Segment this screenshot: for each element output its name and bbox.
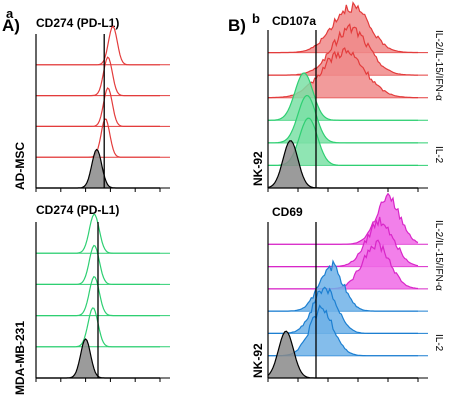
- chart-ylabel: AD-MSC: [13, 142, 27, 190]
- histogram-line: [268, 259, 418, 312]
- histogram-track: [268, 47, 428, 99]
- group-label-bottom: IL-2: [433, 334, 444, 352]
- chart-ad-msc: CD274 (PD-L1) AD-MSC: [13, 16, 170, 192]
- histogram-line: [268, 286, 418, 334]
- histogram-line: [36, 56, 160, 97]
- histogram-track: [36, 275, 170, 317]
- histogram-line: [36, 25, 160, 66]
- histogram-line: [268, 1, 418, 54]
- histogram-area: [268, 193, 418, 245]
- chart-title: CD274 (PD-L1): [36, 203, 119, 217]
- histogram-line: [268, 47, 418, 99]
- panel-b-small-letter: b: [252, 11, 260, 26]
- chart-cd69: CD69 NK-92 IL-2/IL-15/IFN-α IL-2: [251, 192, 444, 382]
- histogram-area: [268, 240, 418, 289]
- group-label-top: IL-2/IL-15/IFN-α: [433, 30, 444, 101]
- histogram-area: [36, 149, 160, 188]
- histogram-area: [268, 140, 418, 188]
- histogram-track: [268, 259, 428, 312]
- chart-ylabel: MDA-MB-231: [13, 321, 27, 395]
- histogram-line: [268, 23, 418, 76]
- histogram-track: [268, 192, 428, 245]
- histogram-track: [36, 244, 170, 285]
- chart-ylabel: NK-92: [251, 151, 265, 186]
- chart-title: CD274 (PD-L1): [36, 16, 119, 30]
- group-label-bottom: IL-2: [433, 146, 444, 164]
- histogram-area: [268, 305, 418, 356]
- panel-a-small-letter: a: [6, 6, 14, 21]
- histogram-line: [268, 216, 419, 268]
- panel-a-letter: A): [2, 16, 20, 35]
- panel-b-letter: B): [228, 16, 246, 35]
- histogram-line: [268, 72, 418, 121]
- histogram-track: [268, 286, 428, 334]
- chart-mda-mb-231: CD274 (PD-L1) MDA-MB-231: [13, 203, 170, 395]
- histogram-track: [267, 140, 428, 189]
- histogram-line: [268, 192, 419, 245]
- histogram-line: [267, 94, 418, 144]
- histogram-area: [268, 48, 418, 98]
- chart-cd107a: CD107a NK-92 IL-2/IL-15/IFN-α IL-2: [251, 1, 444, 192]
- histogram-track: [36, 118, 170, 158]
- histogram-area: [268, 118, 418, 166]
- chart-ylabel: NK-92: [251, 343, 265, 378]
- histogram-track: [36, 56, 170, 97]
- chart-title: CD69: [272, 205, 303, 219]
- chart-title: CD107a: [272, 14, 316, 28]
- histogram-track: [36, 213, 170, 254]
- histogram-track: [36, 87, 170, 127]
- histogram-track: [36, 25, 170, 66]
- histogram-track: [36, 148, 170, 189]
- histogram-track: [36, 307, 170, 348]
- histogram-line: [36, 118, 160, 158]
- histogram-track: [36, 338, 170, 379]
- group-label-top: IL-2/IL-15/IFN-α: [433, 220, 444, 291]
- histogram-line: [36, 87, 160, 127]
